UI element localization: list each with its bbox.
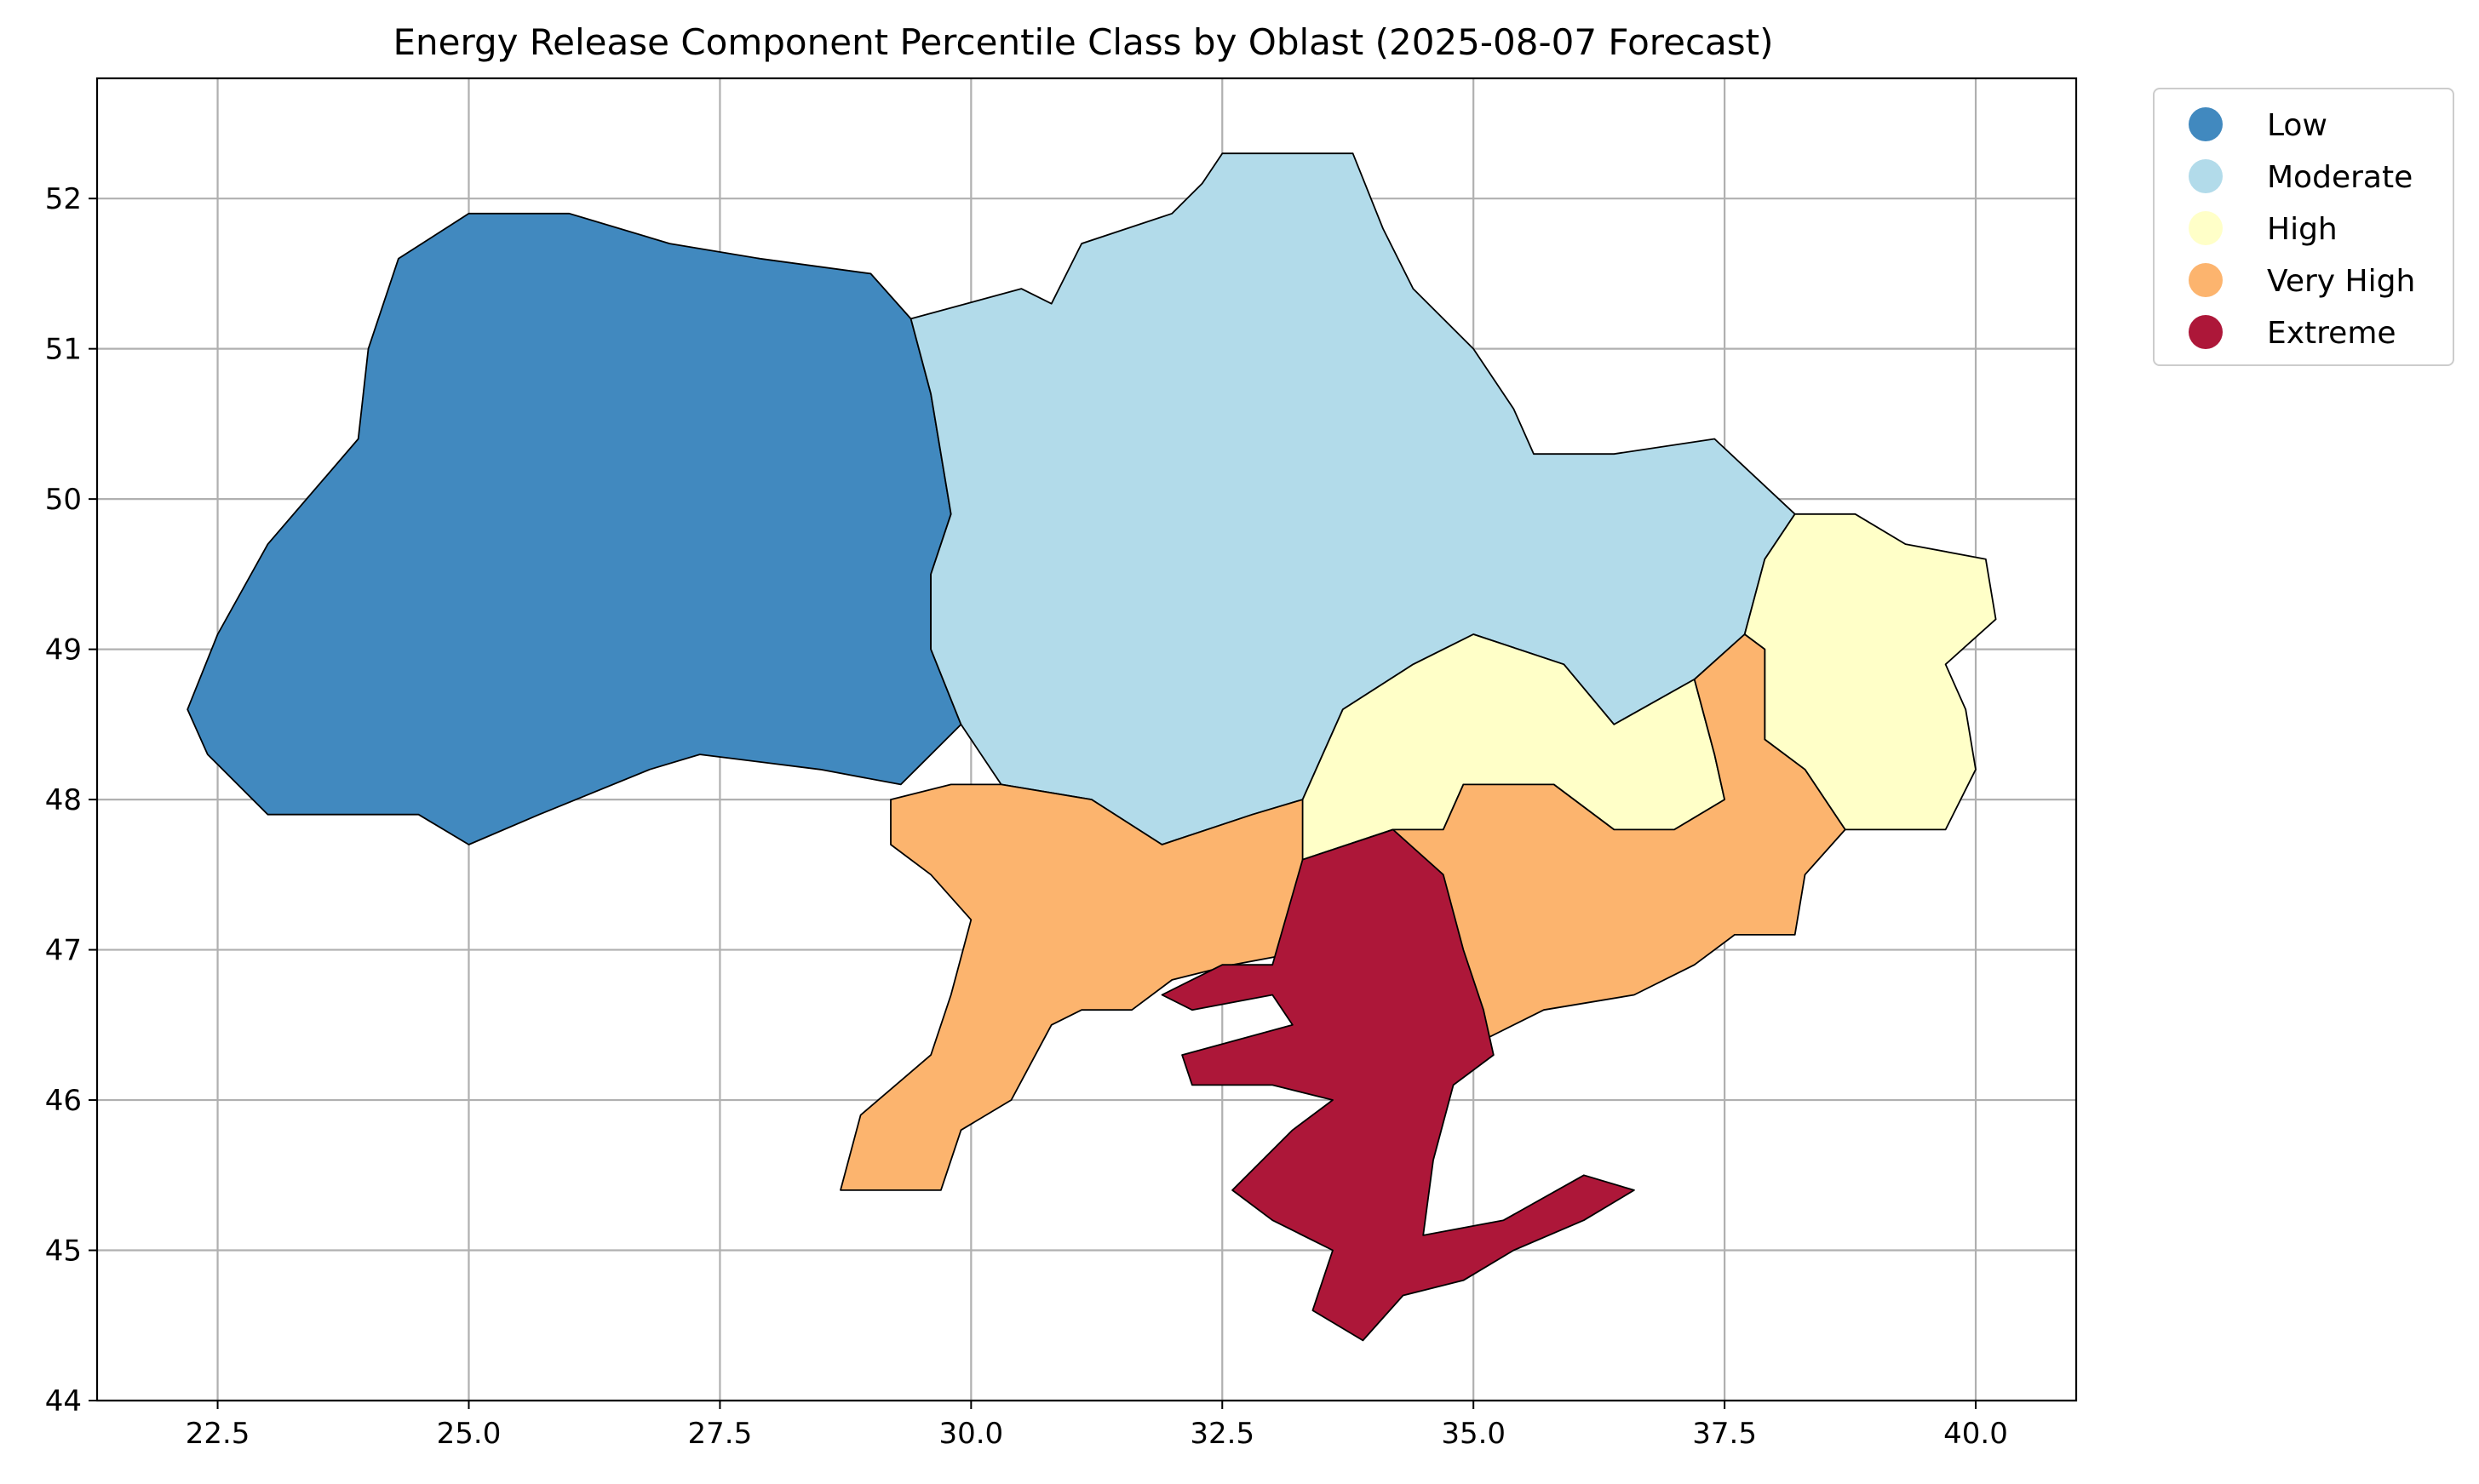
x-tick-label: 30.0 [938, 1417, 1003, 1451]
legend-label: High [2267, 212, 2338, 247]
region-5 [1161, 828, 1635, 1342]
legend-marker [2189, 263, 2223, 297]
y-tick-label: 49 [45, 633, 82, 668]
region-0 [186, 212, 962, 845]
legend-marker [2189, 107, 2223, 141]
legend-label: Very High [2267, 264, 2415, 299]
x-tick-label: 40.0 [1943, 1417, 2008, 1451]
y-tick-label: 44 [45, 1384, 82, 1418]
x-axis-ticks: 22.5 25.0 27.5 30.0 32.5 35.0 37.5 40.0 [186, 1401, 2008, 1451]
y-tick-label: 52 [45, 182, 82, 216]
y-tick-label: 45 [45, 1235, 82, 1269]
x-tick-label: 25.0 [437, 1417, 502, 1451]
legend-items: Low Moderate High Very High Extreme [2189, 107, 2415, 351]
y-tick-label: 46 [45, 1084, 82, 1118]
y-axis-ticks: 44 45 46 47 48 49 50 51 52 [45, 182, 97, 1418]
x-tick-label: 22.5 [186, 1417, 250, 1451]
chart-title: Energy Release Component Percentile Clas… [393, 21, 1773, 63]
legend-label: Extreme [2267, 316, 2396, 351]
legend-label: Low [2267, 108, 2327, 143]
regions-layer [186, 152, 1997, 1342]
x-tick-label: 35.0 [1441, 1417, 1506, 1451]
legend-marker [2189, 211, 2223, 245]
y-tick-label: 51 [45, 333, 82, 367]
legend-frame [2153, 88, 2454, 366]
legend: Low Moderate High Very High Extreme [2153, 88, 2454, 366]
x-tick-label: 37.5 [1692, 1417, 1757, 1451]
y-tick-label: 48 [45, 783, 82, 817]
legend-label: Moderate [2267, 160, 2413, 195]
axes-frame [95, 77, 2078, 1402]
legend-marker [2189, 315, 2223, 349]
y-tick-label: 47 [45, 934, 82, 968]
x-tick-label: 27.5 [688, 1417, 753, 1451]
y-tick-label: 50 [45, 483, 82, 517]
x-tick-label: 32.5 [1190, 1417, 1254, 1451]
legend-marker [2189, 159, 2223, 193]
